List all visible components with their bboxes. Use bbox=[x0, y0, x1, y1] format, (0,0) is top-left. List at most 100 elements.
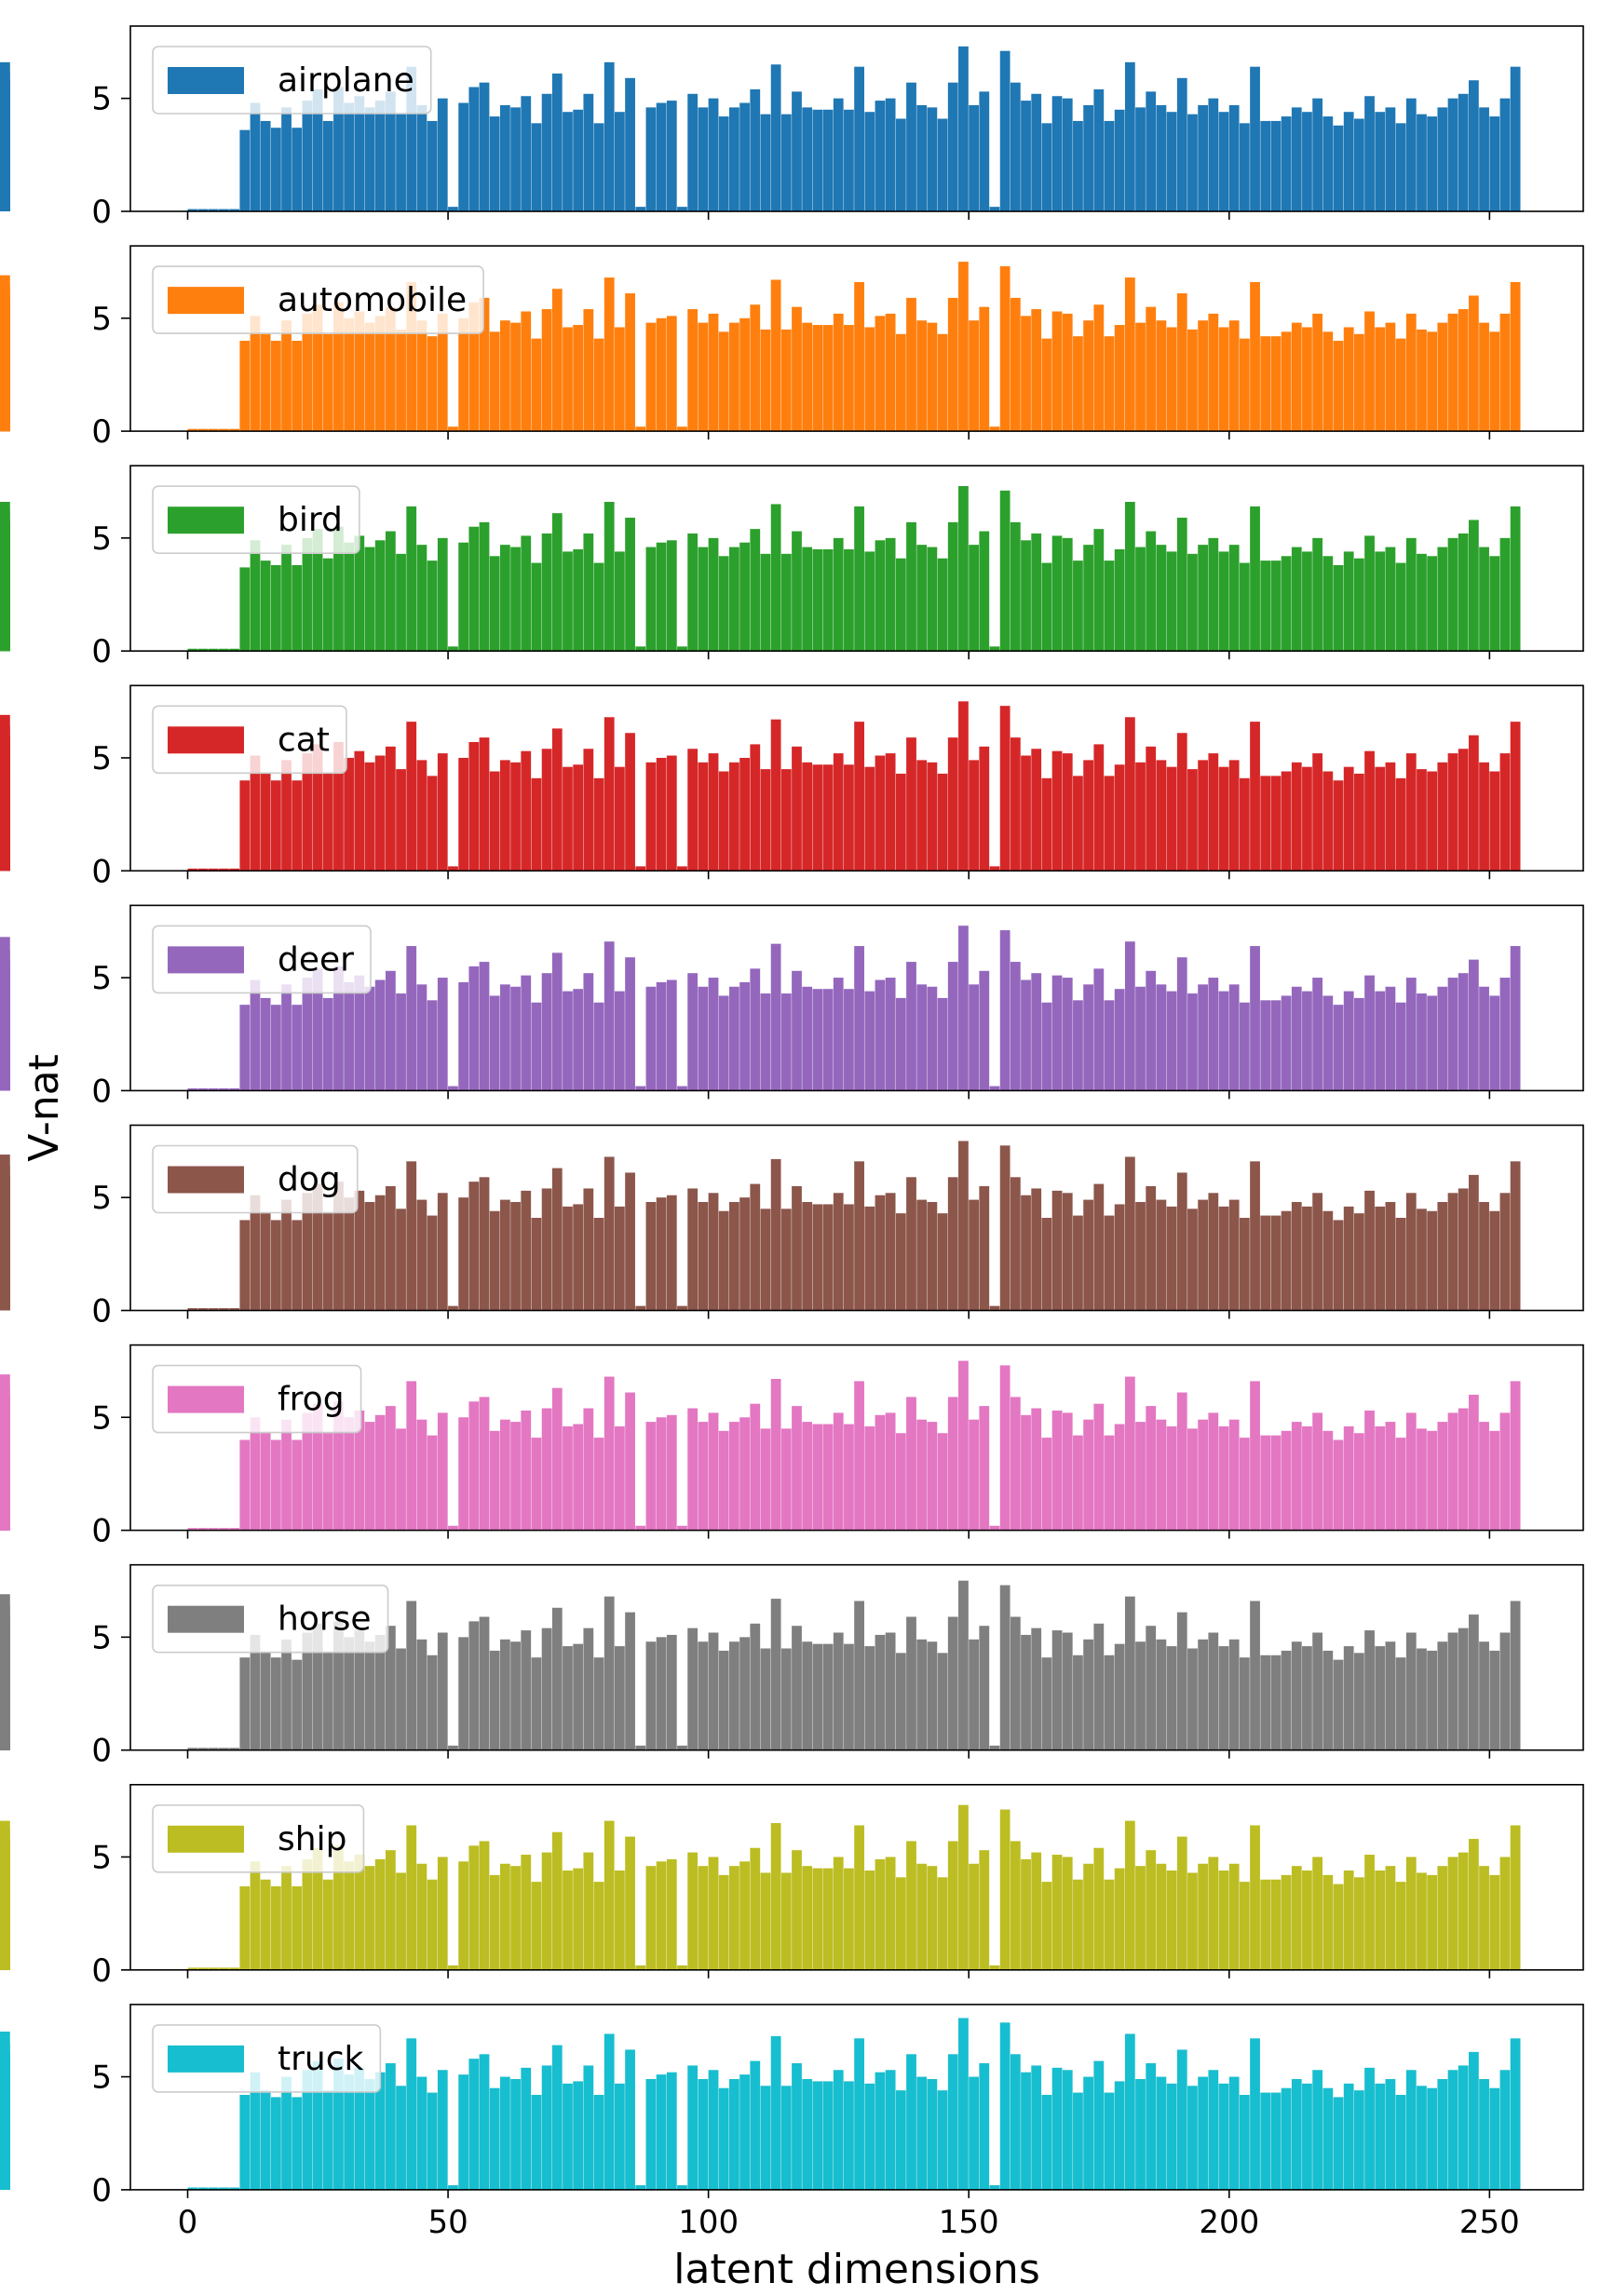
bar bbox=[760, 769, 771, 871]
bar bbox=[989, 1965, 1000, 1970]
bar bbox=[1281, 1430, 1292, 1531]
bar bbox=[1083, 1863, 1094, 1970]
bar bbox=[895, 997, 906, 1091]
bar bbox=[1447, 1632, 1458, 1750]
bar bbox=[999, 265, 1010, 432]
bar bbox=[333, 1182, 344, 1311]
bar bbox=[1093, 744, 1105, 871]
bar bbox=[479, 737, 490, 871]
bar bbox=[718, 995, 729, 1091]
bar bbox=[374, 755, 386, 871]
bar bbox=[750, 744, 761, 871]
bar bbox=[927, 986, 938, 1091]
bar bbox=[364, 2078, 375, 2190]
bar bbox=[1458, 1627, 1469, 1750]
bar bbox=[1187, 553, 1198, 652]
bar bbox=[927, 322, 938, 432]
bar bbox=[1021, 101, 1031, 211]
bar bbox=[1228, 1199, 1240, 1311]
bar bbox=[1124, 1820, 1135, 1970]
bar bbox=[541, 1852, 552, 1970]
bar bbox=[645, 547, 657, 652]
bar bbox=[1489, 116, 1500, 211]
bar bbox=[1479, 1422, 1489, 1531]
bar bbox=[1437, 2078, 1448, 2190]
bar bbox=[1198, 1419, 1209, 1531]
bar bbox=[1479, 322, 1489, 432]
legend-label: airplane bbox=[278, 61, 414, 100]
bar bbox=[802, 107, 813, 211]
bar bbox=[864, 991, 875, 1091]
bar bbox=[1510, 1381, 1521, 1531]
legend-label: deer bbox=[278, 940, 354, 979]
legend-box bbox=[152, 485, 360, 555]
bar bbox=[344, 542, 355, 652]
bar bbox=[822, 1204, 834, 1311]
bar bbox=[416, 760, 427, 871]
bar bbox=[374, 540, 386, 652]
bar bbox=[1198, 2076, 1209, 2190]
bar bbox=[1093, 2060, 1105, 2190]
bar bbox=[1417, 1648, 1427, 1750]
bar bbox=[1302, 551, 1312, 652]
bar bbox=[1343, 1206, 1354, 1311]
bar bbox=[374, 101, 386, 211]
bar bbox=[427, 776, 438, 871]
bar bbox=[1489, 1874, 1500, 1970]
bar bbox=[250, 316, 261, 432]
bar bbox=[1062, 1193, 1073, 1311]
bar bbox=[239, 341, 251, 432]
bar bbox=[333, 741, 344, 871]
bar bbox=[1218, 1646, 1229, 1750]
bar bbox=[563, 1206, 573, 1311]
y-tick-label: 0 bbox=[91, 194, 112, 231]
bar bbox=[1333, 1439, 1344, 1531]
bar bbox=[197, 2187, 209, 2190]
bar bbox=[229, 428, 240, 432]
bar bbox=[583, 1188, 594, 1311]
bar bbox=[270, 1220, 281, 1311]
bar bbox=[833, 1193, 844, 1311]
bar bbox=[563, 2083, 573, 2190]
bar bbox=[396, 993, 406, 1091]
axes-frame bbox=[129, 1344, 1584, 1532]
bar bbox=[625, 957, 635, 1091]
bar bbox=[822, 2081, 834, 2190]
axes-frame bbox=[129, 245, 1584, 432]
bar bbox=[1104, 1215, 1115, 1311]
bar bbox=[468, 526, 480, 652]
bar bbox=[573, 989, 584, 1091]
bar bbox=[1114, 989, 1125, 1091]
bar bbox=[1489, 995, 1500, 1091]
bar bbox=[833, 1632, 844, 1750]
bar bbox=[802, 547, 813, 652]
bar bbox=[0, 1430, 10, 1531]
bar bbox=[1364, 1190, 1375, 1311]
bar bbox=[1417, 553, 1427, 652]
bar bbox=[864, 1206, 875, 1311]
bar bbox=[448, 1965, 458, 1970]
bar bbox=[1353, 1877, 1364, 1970]
bar bbox=[666, 1195, 677, 1311]
bar bbox=[666, 1634, 677, 1750]
bar bbox=[760, 1872, 771, 1970]
bar bbox=[1208, 753, 1219, 871]
bar bbox=[1124, 502, 1135, 652]
bar bbox=[1395, 1657, 1406, 1750]
bar bbox=[1250, 281, 1260, 432]
bar bbox=[1281, 995, 1292, 1091]
bar bbox=[396, 114, 406, 211]
bar bbox=[1166, 112, 1177, 211]
bar bbox=[656, 981, 667, 1091]
bar bbox=[270, 1439, 281, 1531]
bar bbox=[521, 2067, 532, 2190]
bar bbox=[396, 329, 406, 432]
bar bbox=[666, 540, 677, 652]
bar bbox=[708, 313, 719, 432]
bar bbox=[208, 868, 219, 871]
bar bbox=[1270, 560, 1282, 652]
bar bbox=[1322, 556, 1334, 652]
bar bbox=[270, 1005, 281, 1091]
bar bbox=[1395, 1882, 1406, 1970]
bar bbox=[551, 73, 563, 212]
